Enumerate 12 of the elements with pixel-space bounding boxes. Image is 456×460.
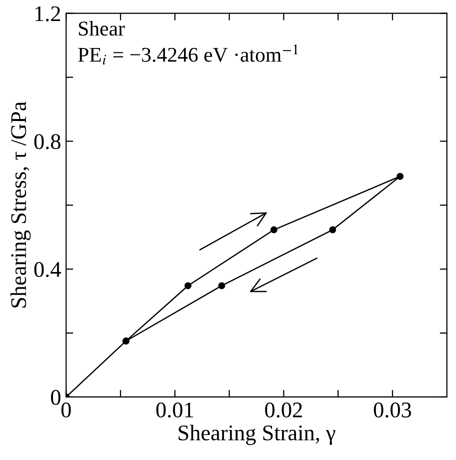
x-axis-title: Shearing Strain, γ bbox=[178, 424, 336, 445]
x-tick-label: 0.02 bbox=[265, 402, 302, 418]
x-tick-label: 0.01 bbox=[156, 402, 194, 418]
annotation: Shear bbox=[78, 21, 125, 36]
y-axis-title: Shearing Stress, τ /GPa bbox=[10, 102, 31, 308]
x-tick-label: 0 bbox=[61, 402, 71, 418]
x-tick-label: 0.03 bbox=[374, 402, 412, 418]
y-tick-label: 0 bbox=[50, 390, 60, 405]
y-tick-label: 0.8 bbox=[34, 134, 60, 150]
annotation: PE$_{i}$ = −3.4246 eV ·atom$^{−1}$ bbox=[78, 44, 298, 65]
y-tick-label: 1.2 bbox=[35, 6, 60, 22]
y-tick-label: 0.4 bbox=[34, 262, 61, 278]
